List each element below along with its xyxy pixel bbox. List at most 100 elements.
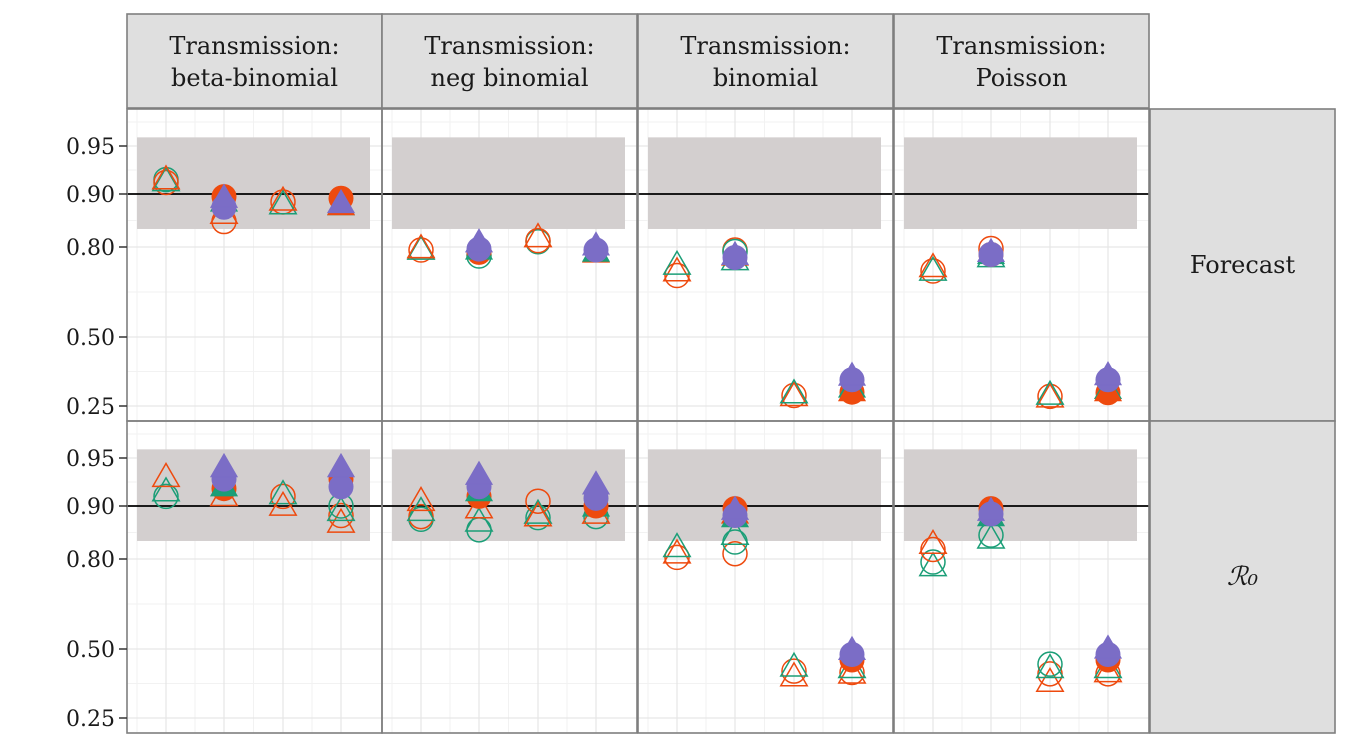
data-point bbox=[525, 227, 551, 254]
data-point bbox=[720, 519, 750, 546]
column-strip-line2: binomial bbox=[713, 64, 818, 92]
data-point bbox=[525, 504, 551, 531]
data-point bbox=[918, 528, 948, 555]
nominal-lines bbox=[127, 193, 1149, 507]
column-strip bbox=[893, 13, 1150, 109]
data-point bbox=[664, 544, 690, 571]
data-point bbox=[406, 234, 436, 260]
coverage-band bbox=[392, 137, 625, 229]
y-tick-label: 0.50 bbox=[66, 638, 115, 663]
data-point bbox=[408, 503, 434, 530]
data-point bbox=[326, 452, 356, 478]
column-strip-line2: neg binomial bbox=[430, 64, 588, 92]
data-point bbox=[662, 256, 692, 282]
data-point bbox=[464, 228, 494, 253]
data-point bbox=[662, 532, 692, 558]
strips: Transmission: beta-binomial Transmission: n… bbox=[126, 13, 1336, 734]
data-point bbox=[781, 382, 807, 409]
data-point bbox=[1035, 653, 1065, 679]
coverage-band bbox=[904, 449, 1137, 541]
y-tick-label: 0.80 bbox=[66, 548, 115, 573]
coverage-band bbox=[648, 449, 881, 541]
y-tick-label: 0.25 bbox=[66, 395, 115, 420]
data-point bbox=[1035, 382, 1065, 408]
data-point bbox=[920, 258, 946, 284]
data-point bbox=[918, 551, 948, 577]
data-point bbox=[1037, 661, 1063, 687]
data-point bbox=[268, 189, 298, 215]
data-point bbox=[781, 658, 807, 684]
coverage-band bbox=[648, 137, 881, 229]
data-point bbox=[779, 661, 809, 687]
data-point bbox=[326, 188, 356, 214]
column-strip-line2: Poisson bbox=[976, 64, 1068, 92]
data-point bbox=[976, 237, 1006, 263]
column-strip-line1: Transmission: bbox=[936, 32, 1106, 60]
data-point bbox=[722, 540, 748, 567]
panel-border bbox=[893, 420, 1150, 734]
data-point bbox=[918, 252, 948, 278]
data-point bbox=[664, 262, 690, 289]
row-strip bbox=[1149, 420, 1336, 734]
y-axis: 0.95 0.90 0.80 0.50 0.25 0.95 0.90 0.80 0.50 0.25 bbox=[66, 135, 127, 732]
y-tick-label: 0.95 bbox=[66, 447, 115, 472]
row-strip-label: Forecast bbox=[1190, 251, 1296, 279]
data-point bbox=[151, 164, 181, 190]
y-tick-label: 0.90 bbox=[66, 495, 115, 520]
data-point bbox=[270, 483, 296, 510]
panel-border bbox=[381, 420, 638, 734]
row-strip-label: ℛ₀ bbox=[1227, 562, 1259, 592]
data-point bbox=[525, 488, 551, 514]
data-point bbox=[209, 183, 239, 208]
data-point bbox=[662, 249, 692, 275]
data-point bbox=[406, 496, 436, 522]
y-tick-label: 0.25 bbox=[66, 707, 115, 732]
data-point bbox=[464, 460, 494, 485]
panel-border bbox=[637, 420, 894, 734]
row-strip bbox=[1149, 108, 1336, 422]
data-point bbox=[328, 502, 354, 529]
data-point bbox=[976, 523, 1006, 549]
data-point bbox=[523, 501, 553, 527]
data-point bbox=[153, 483, 179, 510]
column-strip bbox=[126, 13, 383, 109]
column-strip-line1: Transmission: bbox=[169, 32, 339, 60]
data-point bbox=[268, 479, 298, 505]
data-point bbox=[326, 496, 356, 522]
data-point bbox=[918, 255, 948, 281]
column-strip-line1: Transmission: bbox=[424, 32, 594, 60]
data-point bbox=[1035, 379, 1065, 405]
panel-borders bbox=[126, 108, 1150, 734]
data-point bbox=[268, 490, 298, 516]
data-point bbox=[406, 233, 436, 259]
data-point bbox=[920, 549, 946, 575]
data-point bbox=[837, 658, 867, 684]
y-tick-label: 0.50 bbox=[66, 326, 115, 351]
data-point bbox=[464, 506, 494, 532]
data-point bbox=[153, 169, 179, 196]
data-point bbox=[581, 470, 611, 495]
data-point bbox=[779, 378, 809, 404]
coverage-band bbox=[904, 137, 1137, 229]
data-point bbox=[268, 185, 298, 211]
data-point bbox=[720, 495, 750, 520]
data-point bbox=[151, 476, 181, 502]
data-point bbox=[328, 474, 354, 500]
data-point bbox=[1037, 383, 1063, 410]
data-point bbox=[1093, 360, 1123, 386]
data-point bbox=[1035, 666, 1065, 692]
column-strip-line1: Transmission: bbox=[680, 32, 850, 60]
data-point bbox=[151, 462, 181, 488]
data-points bbox=[151, 164, 1123, 692]
data-point bbox=[1093, 634, 1123, 659]
data-point bbox=[408, 237, 434, 263]
data-point bbox=[976, 496, 1006, 521]
data-point bbox=[151, 166, 181, 192]
y-tick-label: 0.80 bbox=[66, 236, 115, 261]
data-point bbox=[581, 231, 611, 256]
column-strip bbox=[381, 13, 638, 109]
y-tick-label: 0.90 bbox=[66, 183, 115, 208]
data-point bbox=[920, 536, 946, 563]
data-point bbox=[406, 486, 436, 512]
